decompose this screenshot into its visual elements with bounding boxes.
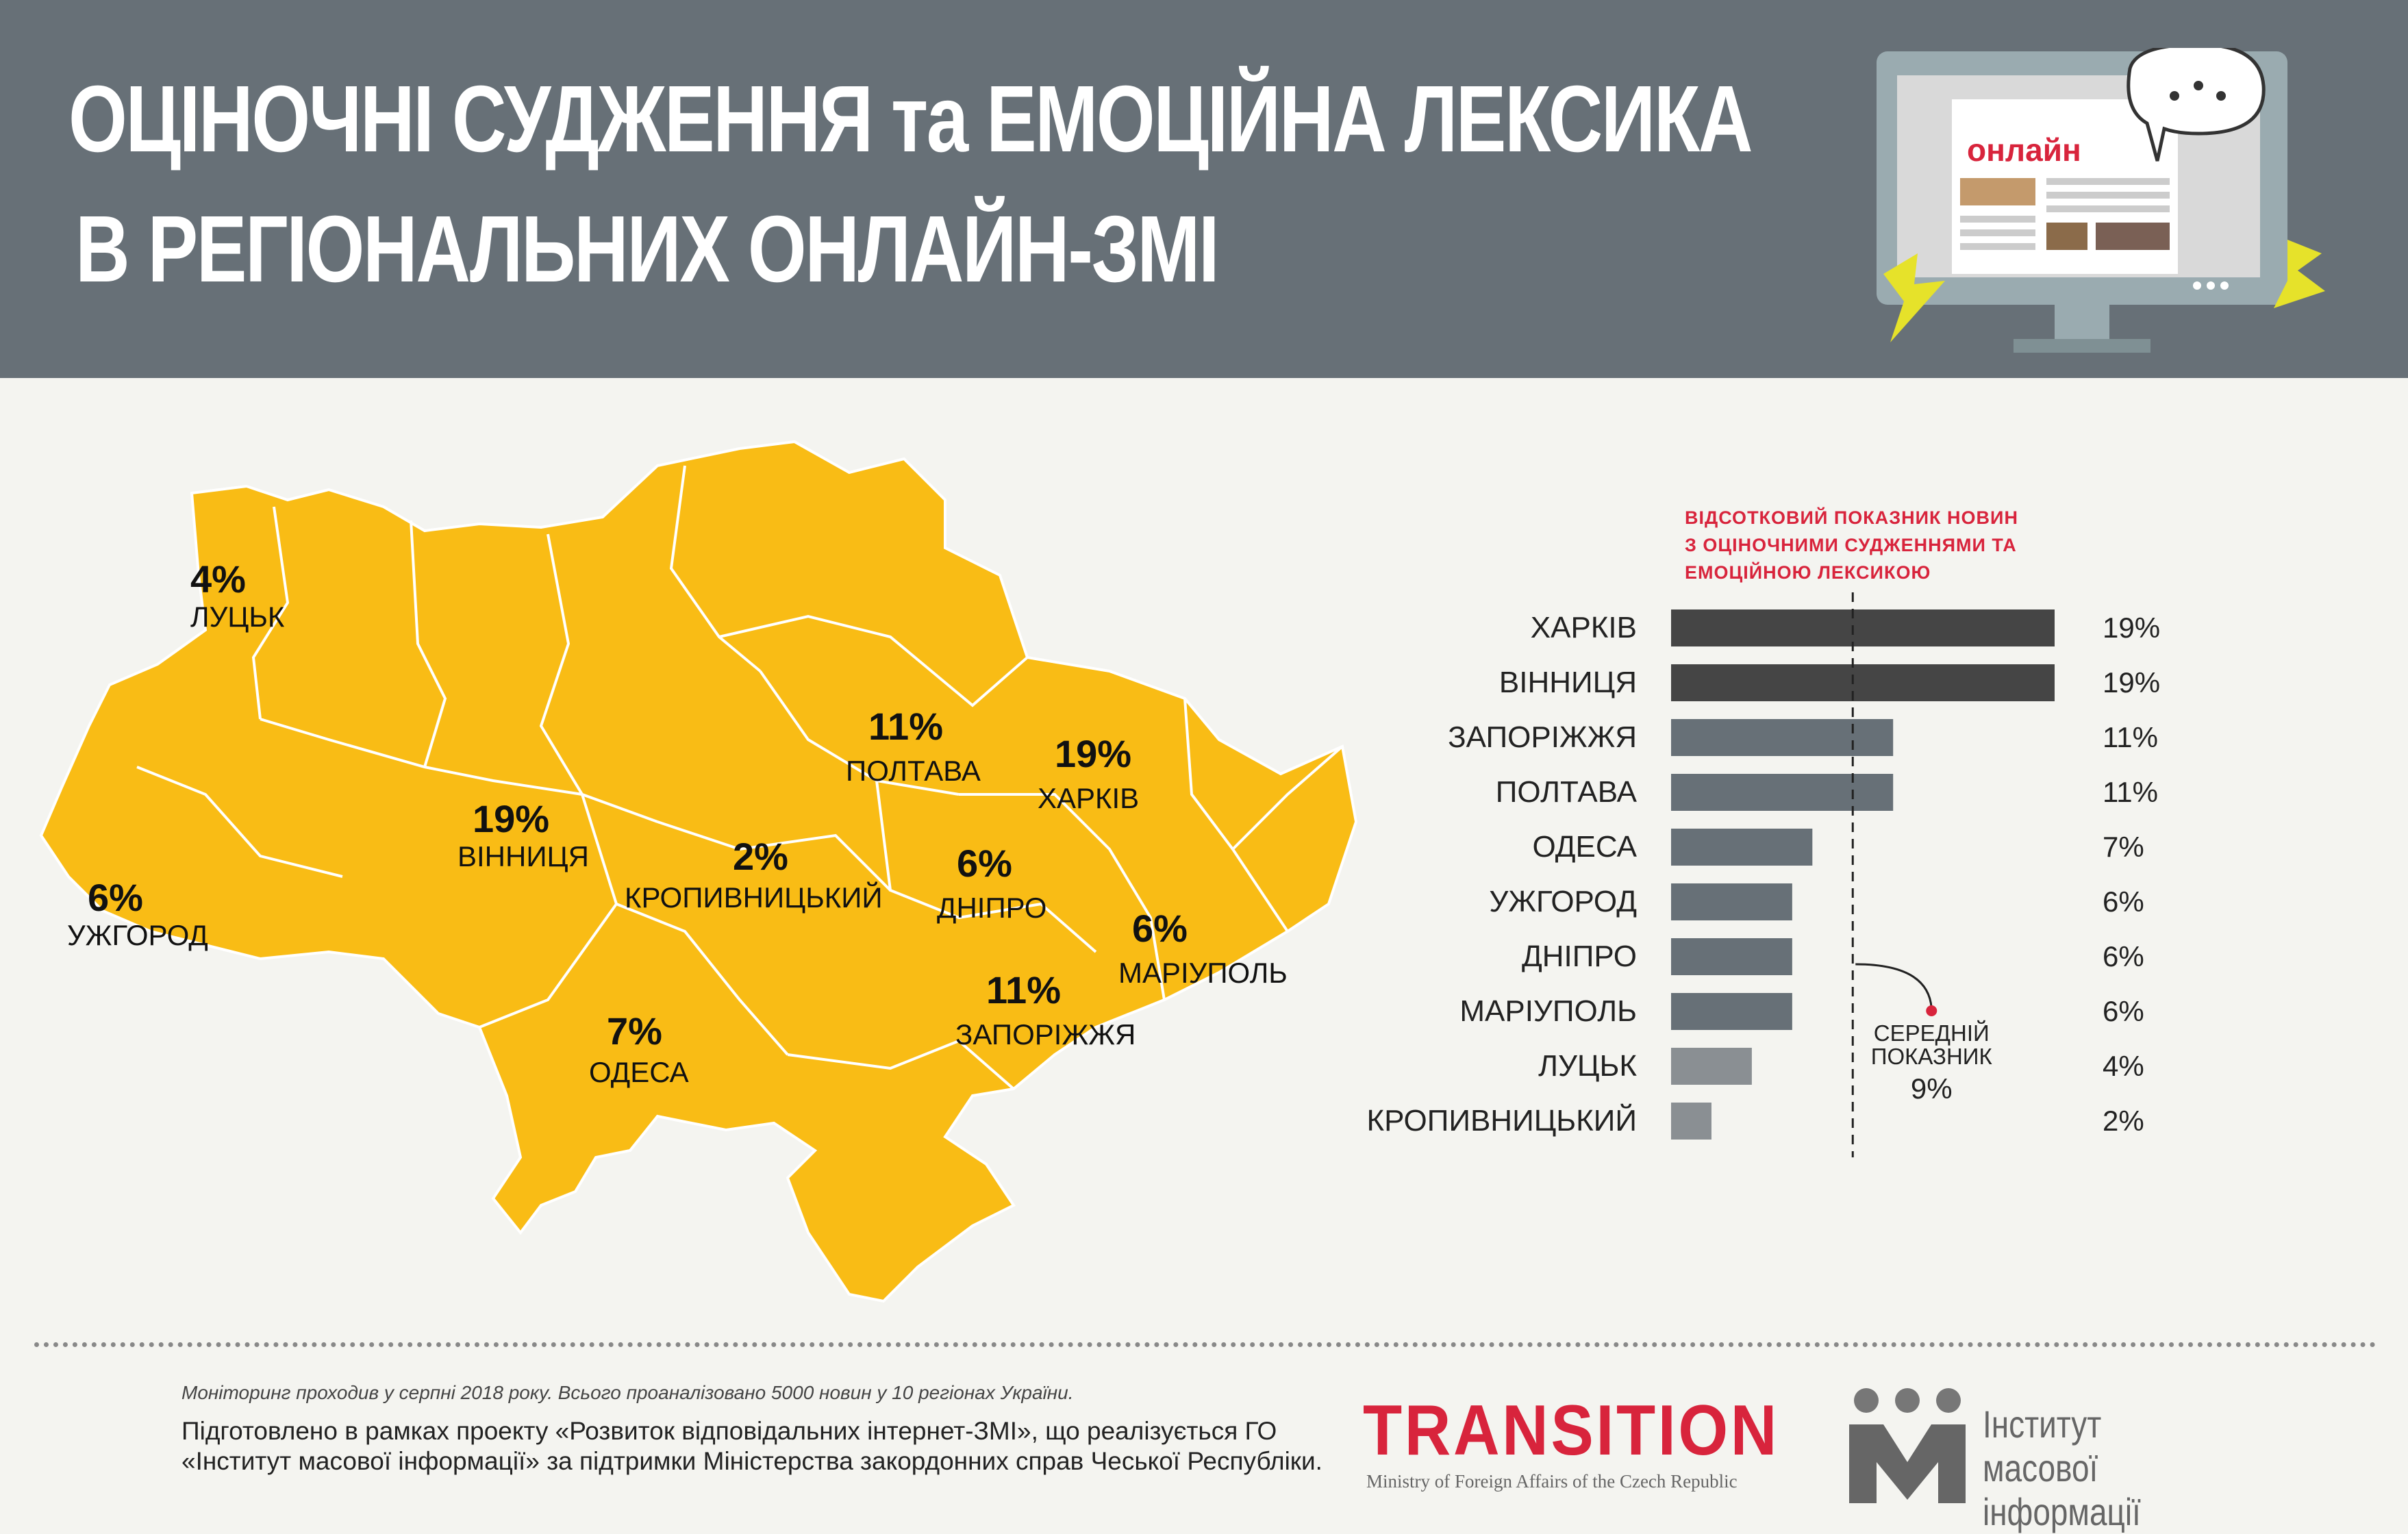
category-label-5: УЖГОРОД [1489, 885, 1637, 918]
ukraine-map: 4% ЛУЦЬК 19% ВІННИЦЯ 6% УЖГОРОД 11% ПОЛТ… [39, 440, 1358, 1303]
category-label-9: КРОПИВНИЦЬКИЙ [1366, 1103, 1637, 1137]
page-title-line2: В РЕГІОНАЛЬНИХ ОНЛАЙН-ЗМІ [75, 197, 1220, 302]
average-label-0: СЕРЕДНІЙ [1874, 1020, 1990, 1046]
average-value: 9% [1911, 1072, 1953, 1105]
footer-divider [34, 1342, 2376, 1347]
city-mariupol: 6% МАРІУПОЛЬ [1118, 907, 1288, 989]
category-label-0: ХАРКІВ [1531, 611, 1637, 644]
average-callout [1855, 963, 1933, 1009]
bar-2 [1671, 719, 1894, 756]
value-label-4: 7% [2103, 831, 2144, 863]
imi-logo-icon [1849, 1388, 1966, 1503]
chart-title-line3: ЕМОЦІЙНОЮ ЛЕКСИКОЮ [1685, 562, 1931, 583]
monitor-label: онлайн [1967, 132, 2081, 168]
value-label-8: 4% [2103, 1050, 2144, 1082]
transition-logo: TRANSITION [1363, 1391, 1779, 1470]
city-poltava: 11% ПОЛТАВА [846, 705, 981, 787]
bar-5 [1671, 883, 1792, 920]
bar-6 [1671, 938, 1792, 975]
bar-1 [1671, 664, 2055, 701]
city-mariupol-value: 6% [1132, 907, 1188, 950]
region-borders [136, 465, 1344, 1090]
value-label-7: 6% [2103, 995, 2144, 1027]
city-dnipro-value: 6% [957, 842, 1012, 885]
bar-0 [1671, 609, 2055, 646]
value-label-1: 19% [2103, 666, 2160, 699]
city-luck: 4% ЛУЦЬК [190, 557, 285, 633]
city-odesa-name: ОДЕСА [589, 1056, 689, 1088]
city-kharkiv: 19% ХАРКІВ [1038, 732, 1139, 814]
value-label-0: 19% [2103, 612, 2160, 644]
city-dnipro: 6% ДНІПРО [937, 842, 1046, 924]
value-label-3: 11% [2103, 776, 2158, 808]
header-banner: ОЦІНОЧНІ СУДЖЕННЯ та ЕМОЦІЙНА ЛЕКСИКА В … [0, 0, 2408, 378]
online-monitor-icon: онлайн [1877, 48, 2325, 353]
city-odesa-value: 7% [607, 1009, 662, 1053]
bar-chart: ВІДСОТКОВИЙ ПОКАЗНИК НОВИН З ОЦІНОЧНИМИ … [1366, 507, 2160, 1157]
city-uzhhorod-name: УЖГОРОД [67, 919, 208, 951]
average-marker [1926, 1005, 1937, 1016]
city-vinnytsia: 19% ВІННИЦЯ [457, 797, 589, 872]
category-label-8: ЛУЦЬК [1538, 1049, 1637, 1083]
city-vinnytsia-name: ВІННИЦЯ [457, 840, 589, 872]
prepared-text: Підготовлено в рамках проекту «Розвиток … [181, 1417, 1322, 1475]
bar-9 [1671, 1103, 1711, 1140]
city-kropyvnytskyi: 2% КРОПИВНИЦЬКИЙ [625, 835, 883, 914]
value-label-9: 2% [2103, 1105, 2144, 1137]
bar-3 [1671, 774, 1894, 811]
value-label-5: 6% [2103, 885, 2144, 918]
city-vinnytsia-value: 19% [473, 797, 549, 840]
city-dnipro-name: ДНІПРО [937, 892, 1046, 924]
city-mariupol-name: МАРІУПОЛЬ [1118, 957, 1288, 989]
city-luck-name: ЛУЦЬК [190, 601, 285, 633]
city-kropyvnytskyi-name: КРОПИВНИЦЬКИЙ [625, 881, 883, 914]
city-poltava-value: 11% [868, 705, 943, 748]
city-kropyvnytskyi-value: 2% [733, 835, 788, 878]
city-uzhhorod-value: 6% [88, 876, 143, 919]
value-label-6: 6% [2103, 940, 2144, 972]
ukraine-territory [39, 440, 1358, 1303]
city-poltava-name: ПОЛТАВА [846, 755, 981, 787]
page-title-line1: ОЦІНОЧНІ СУДЖЕННЯ та ЕМОЦІЙНА ЛЕКСИКА [68, 66, 1753, 172]
chart-title-line1: ВІДСОТКОВИЙ ПОКАЗНИК НОВИН [1685, 507, 2018, 528]
monitoring-note: Моніторинг проходив у серпні 2018 року. … [181, 1382, 1074, 1403]
category-label-2: ЗАПОРІЖЖЯ [1448, 720, 1637, 754]
transition-subtitle: Ministry of Foreign Affairs of the Czech… [1366, 1471, 1738, 1492]
bar-4 [1671, 829, 1813, 866]
value-label-2: 11% [2103, 721, 2158, 753]
category-label-7: МАРІУПОЛЬ [1459, 994, 1637, 1028]
category-label-6: ДНІПРО [1522, 940, 1637, 973]
bar-7 [1671, 993, 1792, 1030]
city-zaporizhzhia-name: ЗАПОРІЖЖЯ [955, 1018, 1136, 1051]
chart-marks: ХАРКІВ 19% ВІННИЦЯ 19% ЗАПОРІЖЖЯ 11% ПОЛТАВА 11… [1366, 592, 2160, 1157]
city-luck-value: 4% [190, 557, 246, 601]
city-kharkiv-value: 19% [1055, 732, 1131, 775]
city-uzhhorod: 6% УЖГОРОД [67, 876, 208, 951]
category-label-1: ВІННИЦЯ [1499, 666, 1637, 699]
city-zaporizhzhia-value: 11% [986, 968, 1061, 1011]
bar-8 [1671, 1048, 1752, 1085]
city-odesa: 7% ОДЕСА [589, 1009, 689, 1088]
chart-title-line2: З ОЦІНОЧНИМИ СУДЖЕННЯМИ ТА [1685, 535, 2017, 555]
average-label-1: ПОКАЗНИК [1871, 1044, 1993, 1069]
category-label-4: ОДЕСА [1532, 830, 1637, 864]
city-kharkiv-name: ХАРКІВ [1038, 782, 1139, 814]
category-label-3: ПОЛТАВА [1496, 775, 1638, 809]
imi-name: Інститут масової інформації [1983, 1403, 2141, 1533]
city-zaporizhzhia: 11% ЗАПОРІЖЖЯ [955, 968, 1136, 1051]
